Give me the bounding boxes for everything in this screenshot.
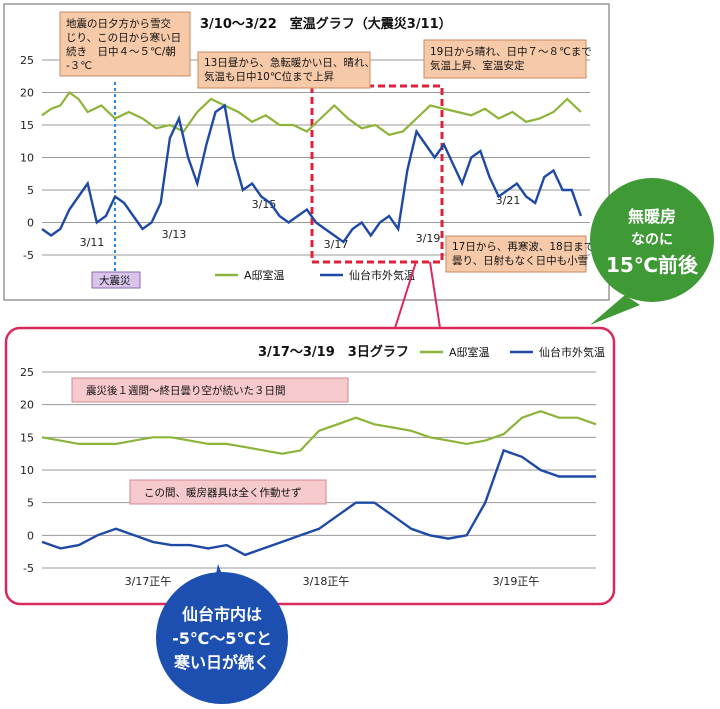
svg-text:気温も日中10℃位まで上昇: 気温も日中10℃位まで上昇: [204, 70, 335, 83]
svg-text:仙台市外気温: 仙台市外気温: [539, 345, 605, 359]
svg-text:この間、暖房器具は全く作動せず: この間、暖房器具は全く作動せず: [144, 486, 302, 499]
svg-text:地震の日夕方から雪交: 地震の日夕方から雪交: [66, 17, 171, 30]
svg-text:気温上昇、室温安定: 気温上昇、室温安定: [430, 59, 525, 72]
y-tick-label: 5: [27, 184, 34, 197]
top-chart-title: 3/10～3/22 室温グラフ（大震災3/11）: [200, 16, 452, 32]
x-tick-label: 3/15: [252, 198, 277, 211]
y-tick-label: -5: [23, 562, 34, 575]
svg-text:A邸室温: A邸室温: [449, 345, 490, 359]
x-tick-label: 3/13: [162, 228, 187, 241]
x-tick-label: 3/11: [80, 236, 105, 249]
x-tick-label: 3/17正午: [125, 575, 172, 588]
y-tick-label: 5: [27, 497, 34, 510]
earthquake-tag-label: 大震災: [99, 274, 131, 287]
top-series-room-temp: [41, 90, 582, 136]
y-tick-label: 15: [20, 431, 34, 444]
y-tick-label: 10: [20, 152, 34, 165]
note-cold: 17日から、再寒波、18日まで 曇り、日射もなく日中も小雪: [445, 235, 594, 273]
blue-callout-bubble: 仙台市内は -5℃～5℃と 寒い日が続く: [156, 564, 288, 704]
note-warm: 13日昼から、急転暖かい日、晴れ、 気温も日中10℃位まで上昇: [197, 51, 375, 89]
svg-text:無暖房: 無暖房: [628, 207, 676, 226]
svg-text:A邸室温: A邸室温: [244, 268, 285, 282]
svg-text:寒い日が続く: 寒い日が続く: [173, 653, 270, 672]
top-y-ticks: 25 20 15 10 5 0 -5: [20, 54, 34, 262]
svg-text:15℃前後: 15℃前後: [606, 253, 699, 277]
green-callout-bubble: 無暖房 なのに 15℃前後: [590, 178, 714, 325]
connector-left: [394, 261, 417, 329]
note-heater: この間、暖房器具は全く作動せず: [129, 479, 327, 505]
note-quake: 地震の日夕方から雪交 じり、この日から寒い日 続き 日中４～５℃/朝 -３℃: [59, 11, 191, 77]
y-tick-label: 0: [27, 217, 34, 230]
svg-text:-３℃: -３℃: [66, 60, 92, 72]
y-tick-label: 10: [20, 464, 34, 477]
y-tick-label: 20: [20, 87, 34, 100]
bottom-panel: [4, 326, 616, 606]
svg-text:続き 日中４～５℃/朝: 続き 日中４～５℃/朝: [66, 45, 176, 58]
y-tick-label: 25: [20, 54, 34, 67]
bottom-y-ticks: 25 20 15 10 5 0 -5: [20, 366, 34, 575]
svg-text:震災後１週間～終日曇り空が続いた３日間: 震災後１週間～終日曇り空が続いた３日間: [86, 384, 286, 397]
y-tick-label: 20: [20, 399, 34, 412]
top-series-outdoor-temp: [41, 103, 583, 244]
svg-text:じり、この日から寒い日: じり、この日から寒い日: [66, 31, 181, 44]
bottom-legend: A邸室温 仙台市外気温: [420, 345, 605, 359]
svg-text:仙台市内は: 仙台市内は: [182, 605, 262, 624]
bottom-series-outdoor-temp: [41, 448, 596, 557]
top-x-labels: 3/113/133/153/17 3/193/21: [80, 194, 521, 251]
x-tick-label: 3/19: [416, 232, 441, 245]
svg-text:13日昼から、急転暖かい日、晴れ、: 13日昼から、急転暖かい日、晴れ、: [204, 56, 375, 69]
y-tick-label: -5: [23, 249, 34, 262]
bottom-series-room-temp: [41, 410, 597, 455]
y-tick-label: 15: [20, 119, 34, 132]
note-cloudy: 震災後１週間～終日曇り空が続いた３日間: [71, 377, 349, 403]
earthquake-tag: [91, 271, 141, 289]
top-legend: A邸室温 仙台市外気温: [215, 268, 415, 282]
connector-right: [429, 261, 441, 329]
y-tick-label: 0: [27, 529, 34, 542]
y-tick-label: 25: [20, 366, 34, 379]
svg-text:-5℃～5℃と: -5℃～5℃と: [172, 629, 272, 648]
bottom-x-labels: 3/17正午 3/18正午 3/19正午: [125, 575, 540, 588]
x-tick-label: 3/21: [496, 194, 521, 207]
svg-text:仙台市外気温: 仙台市外気温: [349, 268, 415, 282]
bottom-chart-title: 3/17～3/19 3日グラフ: [258, 344, 409, 360]
svg-text:17日から、再寒波、18日まで: 17日から、再寒波、18日まで: [452, 240, 594, 253]
svg-text:曇り、日射もなく日中も小雪: 曇り、日射もなく日中も小雪: [452, 254, 588, 267]
note-sunny: 19日から晴れ、日中７～８℃まで 気温上昇、室温安定: [423, 39, 592, 79]
x-tick-label: 3/18正午: [303, 575, 350, 588]
x-tick-label: 3/19正午: [493, 575, 540, 588]
svg-text:なのに: なのに: [631, 232, 673, 248]
three-day-highlight-box: [310, 84, 444, 264]
svg-text:19日から晴れ、日中７～８℃まで: 19日から晴れ、日中７～８℃まで: [430, 45, 592, 58]
